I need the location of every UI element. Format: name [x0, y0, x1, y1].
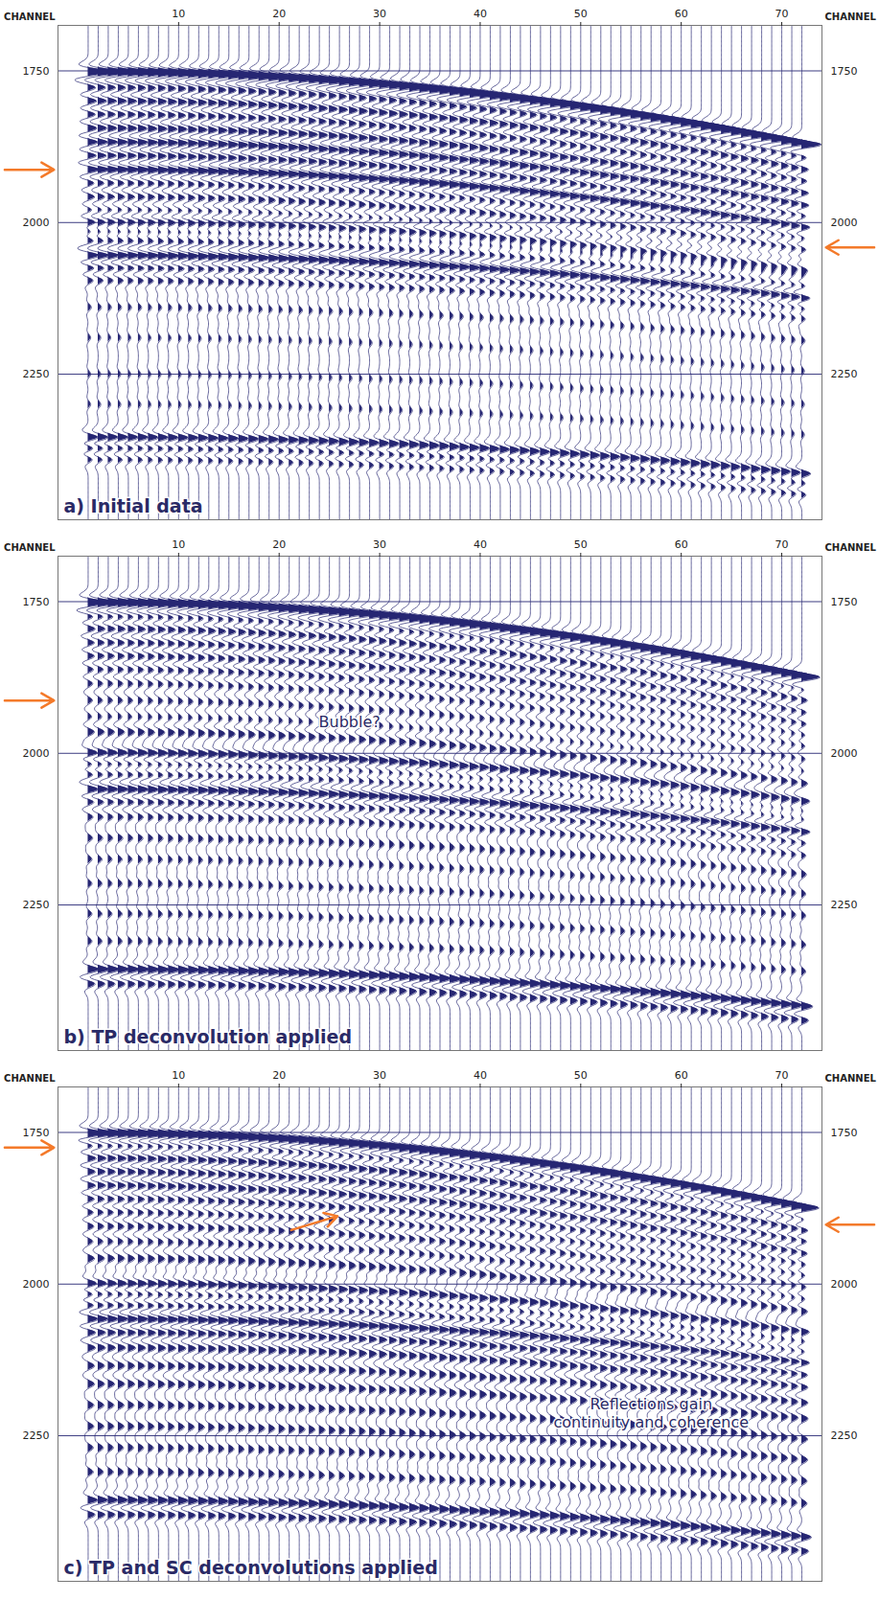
svg-text:20: 20 [272, 538, 286, 552]
svg-text:CHANNEL: CHANNEL [825, 1073, 878, 1085]
svg-text:CHANNEL: CHANNEL [3, 11, 56, 23]
svg-text:2250: 2250 [831, 1430, 858, 1443]
svg-text:20: 20 [272, 1069, 286, 1083]
svg-text:60: 60 [674, 538, 689, 552]
svg-text:c) TP and SC deconvolutions ap: c) TP and SC deconvolutions applied [64, 1557, 439, 1579]
svg-text:70: 70 [775, 538, 789, 552]
svg-text:1750: 1750 [23, 596, 50, 609]
svg-text:40: 40 [473, 538, 487, 552]
svg-text:2250: 2250 [23, 1430, 50, 1443]
svg-text:10: 10 [171, 1069, 186, 1083]
svg-text:CHANNEL: CHANNEL [825, 11, 878, 23]
svg-text:70: 70 [775, 1069, 789, 1083]
svg-text:10: 10 [171, 538, 186, 552]
svg-text:60: 60 [674, 1069, 689, 1083]
svg-text:2000: 2000 [23, 1278, 50, 1292]
svg-text:30: 30 [372, 1069, 387, 1083]
svg-text:2000: 2000 [831, 1278, 858, 1292]
svg-text:2000: 2000 [23, 216, 50, 230]
svg-text:Reflections gaincontinuity and: Reflections gaincontinuity and coherence [553, 1395, 749, 1432]
svg-text:50: 50 [574, 1069, 588, 1083]
svg-text:60: 60 [674, 7, 689, 21]
svg-text:2000: 2000 [831, 747, 858, 761]
svg-text:1750: 1750 [23, 1127, 50, 1140]
svg-text:2250: 2250 [23, 368, 50, 381]
svg-text:2250: 2250 [23, 899, 50, 912]
svg-text:20: 20 [272, 7, 286, 21]
svg-text:30: 30 [372, 7, 387, 21]
svg-text:CHANNEL: CHANNEL [3, 1073, 56, 1085]
svg-text:2250: 2250 [831, 899, 858, 912]
svg-text:40: 40 [473, 7, 487, 21]
svg-text:2250: 2250 [831, 368, 858, 381]
svg-text:CHANNEL: CHANNEL [3, 542, 56, 554]
svg-text:50: 50 [574, 7, 588, 21]
svg-text:30: 30 [372, 538, 387, 552]
svg-text:2000: 2000 [831, 216, 858, 230]
svg-text:50: 50 [574, 538, 588, 552]
svg-text:70: 70 [775, 7, 789, 21]
svg-text:1750: 1750 [831, 1127, 858, 1140]
svg-text:CHANNEL: CHANNEL [825, 542, 878, 554]
svg-text:2000: 2000 [23, 747, 50, 761]
svg-text:40: 40 [473, 1069, 487, 1083]
svg-text:b) TP deconvolution applied: b) TP deconvolution applied [64, 1026, 353, 1048]
svg-text:a) Initial data: a) Initial data [64, 495, 204, 517]
svg-text:1750: 1750 [831, 596, 858, 609]
svg-text:10: 10 [171, 7, 186, 21]
svg-text:Bubble?: Bubble? [319, 713, 381, 732]
svg-text:1750: 1750 [831, 65, 858, 78]
svg-text:1750: 1750 [23, 65, 50, 78]
